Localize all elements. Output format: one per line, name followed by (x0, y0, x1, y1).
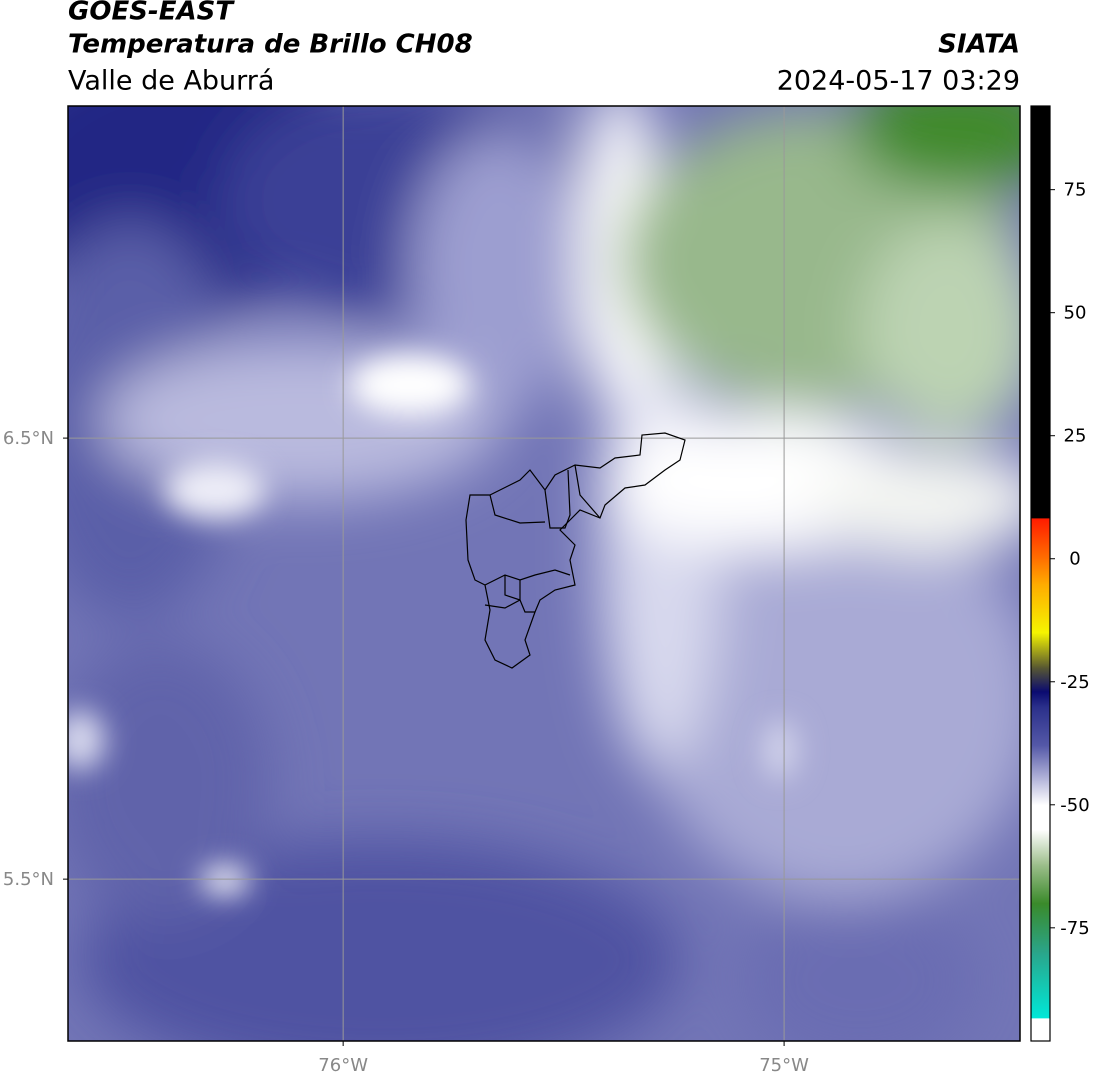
source: SIATA (938, 30, 1020, 60)
colorbar-segment (1031, 804, 1050, 830)
colorbar-segment (1031, 583, 1050, 634)
colorbar-segment (1031, 558, 1050, 584)
lat-tick-label: 6.5°N (3, 428, 54, 449)
field-shapes (68, 106, 1020, 1041)
graticule (68, 106, 1020, 1041)
colorbar-segment (1031, 667, 1050, 693)
colorbar-tick-label: 50 (1064, 303, 1087, 324)
colorbar-tick-label: -25 (1060, 672, 1089, 693)
colorbar: 75 50 25 0 -25 -50 -75 (1031, 106, 1090, 1042)
colorbar-segment (1031, 106, 1050, 519)
colorbar-tick-label: -50 (1060, 795, 1089, 816)
colorbar-segment (1031, 952, 1050, 1019)
lon-tick-label: 76°W (318, 1055, 368, 1076)
basin-outline (465, 432, 686, 669)
field-highlights (68, 355, 798, 895)
subtitle: Temperatura de Brillo CH08 (68, 30, 473, 60)
lat-tick-label: 5.5°N (3, 869, 54, 890)
lon-tick-label: 75°W (759, 1055, 809, 1076)
colorbar-segment (1031, 691, 1050, 707)
colorbar-segment (1031, 829, 1050, 865)
colorbar-tick-label: 75 (1064, 180, 1087, 201)
colorbar-tick-label: 25 (1064, 426, 1087, 447)
region: Valle de Aburrá (68, 66, 274, 97)
colorbar-segment (1031, 780, 1050, 806)
colorbar-segment (1031, 1017, 1050, 1042)
colorbar-frame (1030, 105, 1051, 1042)
satellite-field (68, 106, 1020, 1041)
colorbar-segment (1031, 632, 1050, 668)
map-frame (67, 105, 1021, 1042)
map-labels: 6.5°N 5.5°N 76°W 75°W (3, 428, 809, 1076)
colorbar-tick-label: 0 (1069, 549, 1080, 570)
timestamp: 2024-05-17 03:29 (777, 66, 1020, 97)
colorbar-segment (1031, 517, 1050, 560)
title: GOES-EAST (68, 0, 235, 27)
colorbar-tick-label: -75 (1060, 918, 1089, 939)
colorbar-segment (1031, 863, 1050, 904)
colorbar-segment (1031, 706, 1050, 747)
colorbar-segment (1031, 903, 1050, 953)
colorbar-segment (1031, 745, 1050, 781)
